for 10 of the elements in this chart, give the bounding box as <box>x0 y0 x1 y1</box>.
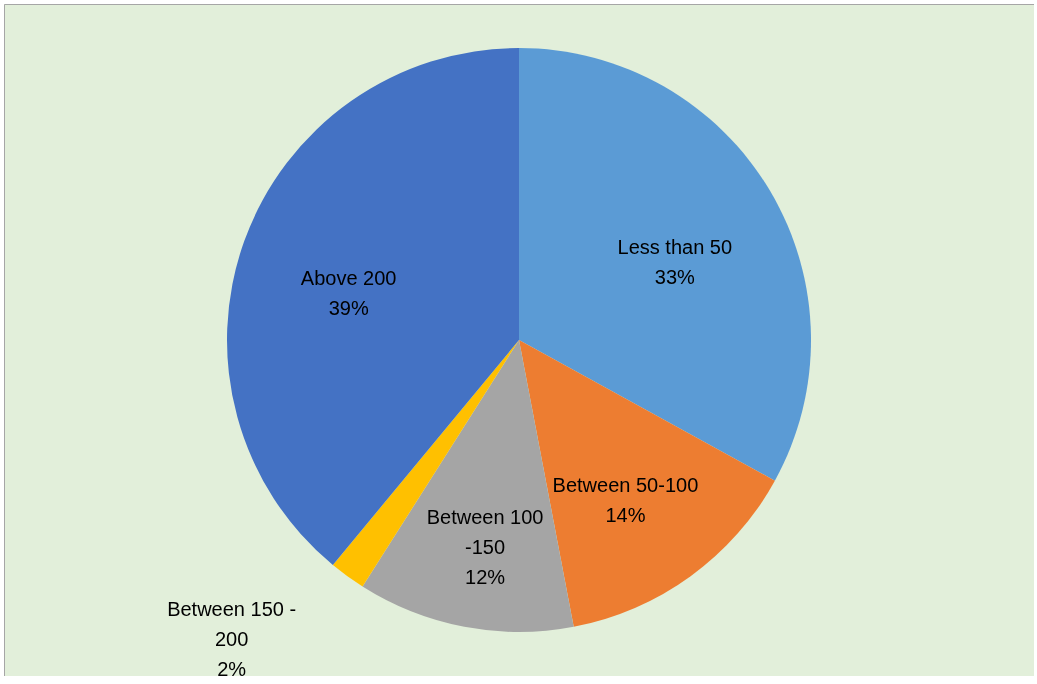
data-label: 33% <box>654 265 696 288</box>
data-label: 12% <box>465 565 506 588</box>
data-label: 39% <box>328 296 369 319</box>
slice-label: Less than 50 <box>617 235 733 258</box>
slice-label: Between 150 - 200 <box>167 597 297 650</box>
slice-label: Between 100 -150 <box>426 505 544 558</box>
slice-label: Between 50-100 <box>552 474 699 497</box>
data-label: 14% <box>605 504 646 527</box>
slice-label: Above 200 <box>300 266 397 289</box>
data-label: 2% <box>217 657 247 680</box>
